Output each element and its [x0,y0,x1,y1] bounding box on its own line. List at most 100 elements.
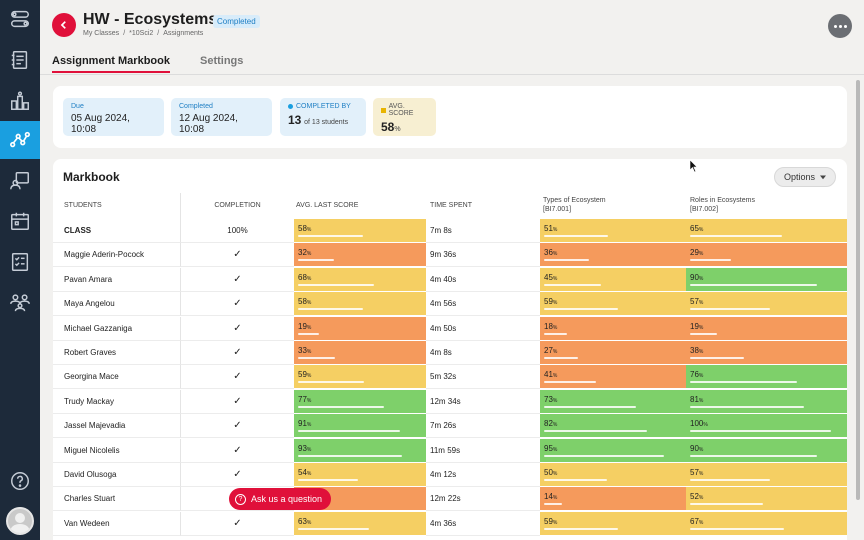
class-summary-row[interactable]: CLASS 100% 7m 8s 58% 51% 65% [53,219,847,243]
score-cell-types[interactable]: 45% [540,267,686,292]
score-cell-roles[interactable]: 65% [686,219,847,243]
sidebar-item-tasks[interactable] [0,243,40,281]
student-name[interactable]: Trudy Mackay [53,389,180,414]
score-bar [690,235,782,237]
avg-score-card: AVG. SCORE 58% [373,98,436,136]
header-types-of-ecosystem[interactable]: Types of Ecosystem [BI7.001] [543,193,683,219]
score-cell-avg[interactable]: 93% [294,438,426,463]
ask-question-button[interactable]: ? Ask us a question [229,488,332,510]
score-cell-roles[interactable]: 29% [686,243,847,268]
table-row[interactable]: Maggie Aderin-Pocock ✓ 9m 36s 32% 36% 29% [53,243,847,268]
score-cell-roles[interactable]: 100% [686,414,847,439]
student-name[interactable]: CLASS [53,219,180,243]
header-completion[interactable]: COMPLETION [180,193,294,219]
score-cell-types[interactable]: 59% [540,292,686,317]
student-name[interactable]: Charles Stuart [53,487,180,512]
table-row[interactable]: Michael Gazzaniga ✓ 4m 50s 19% 18% 19% [53,316,847,341]
score-cell-avg[interactable]: 58% [294,292,426,317]
table-row[interactable]: Charles Stuart✓12m 22s24%14%52% [53,487,847,512]
score-cell-avg[interactable]: 54% [294,463,426,487]
time-spent-value: 11m 59s [426,439,540,463]
score-cell-roles[interactable]: 81% [686,389,847,414]
back-button[interactable] [52,13,76,37]
score-cell-roles[interactable]: 57% [686,463,847,487]
table-row[interactable]: Trudy Mackay ✓ 12m 34s 77% 73% 81% [53,389,847,414]
sidebar-item-connections[interactable] [0,0,40,38]
score-cell-avg[interactable]: 33% [294,341,426,365]
student-name[interactable]: Michael Gazzaniga [53,316,180,341]
sidebar-item-markbook[interactable] [0,121,40,159]
score-cell-avg[interactable]: 19% [294,316,426,341]
score-cell-types[interactable]: 14% [540,487,686,512]
table-row[interactable]: Pavan Amara ✓ 4m 40s 68% 45% 90% [53,267,847,292]
table-row[interactable]: David Olusoga ✓ 4m 12s 54% 50% 57% [53,463,847,487]
tab-settings[interactable]: Settings [200,55,244,67]
avatar[interactable] [6,507,34,535]
score-cell-avg[interactable]: 91% [294,414,426,439]
score-cell-roles[interactable]: 19% [686,316,847,341]
sidebar-item-reports[interactable] [0,82,40,120]
header-avg-last-score[interactable]: AVG. LAST SCORE [296,201,359,209]
student-name[interactable]: Maya Angelou [53,292,180,317]
score-cell-roles[interactable]: 76% [686,365,847,390]
table-row[interactable]: Van Wedeen ✓ 4m 36s 63% 59% 67% [53,511,847,536]
options-button[interactable]: Options [774,167,836,187]
table-row[interactable]: Georgina Mace ✓ 5m 32s 59% 41% 76% [53,365,847,390]
scrollbar[interactable] [855,72,861,510]
score-cell-roles[interactable]: 67% [686,511,847,536]
score-value: 90% [690,273,703,282]
score-cell-roles[interactable]: 38% [686,341,847,365]
sidebar-item-presentation[interactable] [0,162,40,200]
score-cell-types[interactable]: 59% [540,511,686,536]
score-cell-roles[interactable]: 90% [686,438,847,463]
score-cell-avg[interactable]: 77% [294,389,426,414]
breadcrumb-class[interactable]: *10Sci2 [129,30,154,37]
percent-sign: % [698,300,704,307]
scrollbar-thumb[interactable] [856,80,860,500]
student-name[interactable]: Jassel Majevadia [53,414,180,439]
sidebar-item-groups[interactable] [0,283,40,321]
score-cell-types[interactable]: 73% [540,389,686,414]
score-cell-avg[interactable]: 63% [294,511,426,536]
sidebar-item-help[interactable] [0,462,40,500]
tab-assignment-markbook[interactable]: Assignment Markbook [52,55,170,73]
student-name[interactable]: Van Wedeen [53,511,180,536]
header-students[interactable]: STUDENTS [64,201,102,209]
score-cell-types[interactable]: 51% [540,219,686,243]
score-cell-roles[interactable]: 90% [686,267,847,292]
sidebar-item-notebook[interactable] [0,41,40,79]
breadcrumb-assignments[interactable]: Assignments [163,30,204,37]
header-roles-in-ecosystems[interactable]: Roles in Ecosystems [BI7.002] [690,193,840,219]
score-cell-types[interactable]: 50% [540,463,686,487]
student-name[interactable]: Georgina Mace [53,365,180,390]
score-cell-types[interactable]: 82% [540,414,686,439]
student-name[interactable]: Miguel Nicolelis [53,438,180,463]
blue-dot-icon [288,104,293,109]
score-cell-avg[interactable]: 59% [294,365,426,390]
score-number: 36 [544,248,553,258]
score-cell-types[interactable]: 18% [540,316,686,341]
more-options-button[interactable] [828,14,852,38]
score-cell-types[interactable]: 27% [540,341,686,365]
student-name[interactable]: Maggie Aderin-Pocock [53,243,180,268]
table-row[interactable]: Maya Angelou ✓ 4m 56s 58% 59% 57% [53,292,847,317]
score-value: 59% [298,370,311,379]
score-cell-types[interactable]: 95% [540,438,686,463]
score-cell-avg[interactable]: 68% [294,267,426,292]
score-cell-roles[interactable]: 52% [686,487,847,512]
student-name[interactable]: Robert Graves [53,341,180,365]
student-name[interactable]: David Olusoga [53,463,180,487]
score-bar [544,454,664,457]
score-cell-avg[interactable]: 58% [294,219,426,243]
score-cell-types[interactable]: 36% [540,243,686,268]
student-name[interactable]: Pavan Amara [53,267,180,292]
sidebar-item-calendar[interactable] [0,202,40,240]
table-row[interactable]: Miguel Nicolelis ✓ 11m 59s 93% 95% 90% [53,438,847,463]
breadcrumb-my-classes[interactable]: My Classes [83,30,120,37]
table-row[interactable]: Robert Graves ✓ 4m 8s 33% 27% 38% [53,341,847,365]
score-cell-avg[interactable]: 32% [294,243,426,268]
score-cell-types[interactable]: 41% [540,365,686,390]
score-cell-roles[interactable]: 57% [686,292,847,317]
header-time-spent[interactable]: TIME SPENT [430,201,473,209]
table-row[interactable]: Jassel Majevadia ✓ 7m 26s 91% 82% 100% [53,414,847,439]
